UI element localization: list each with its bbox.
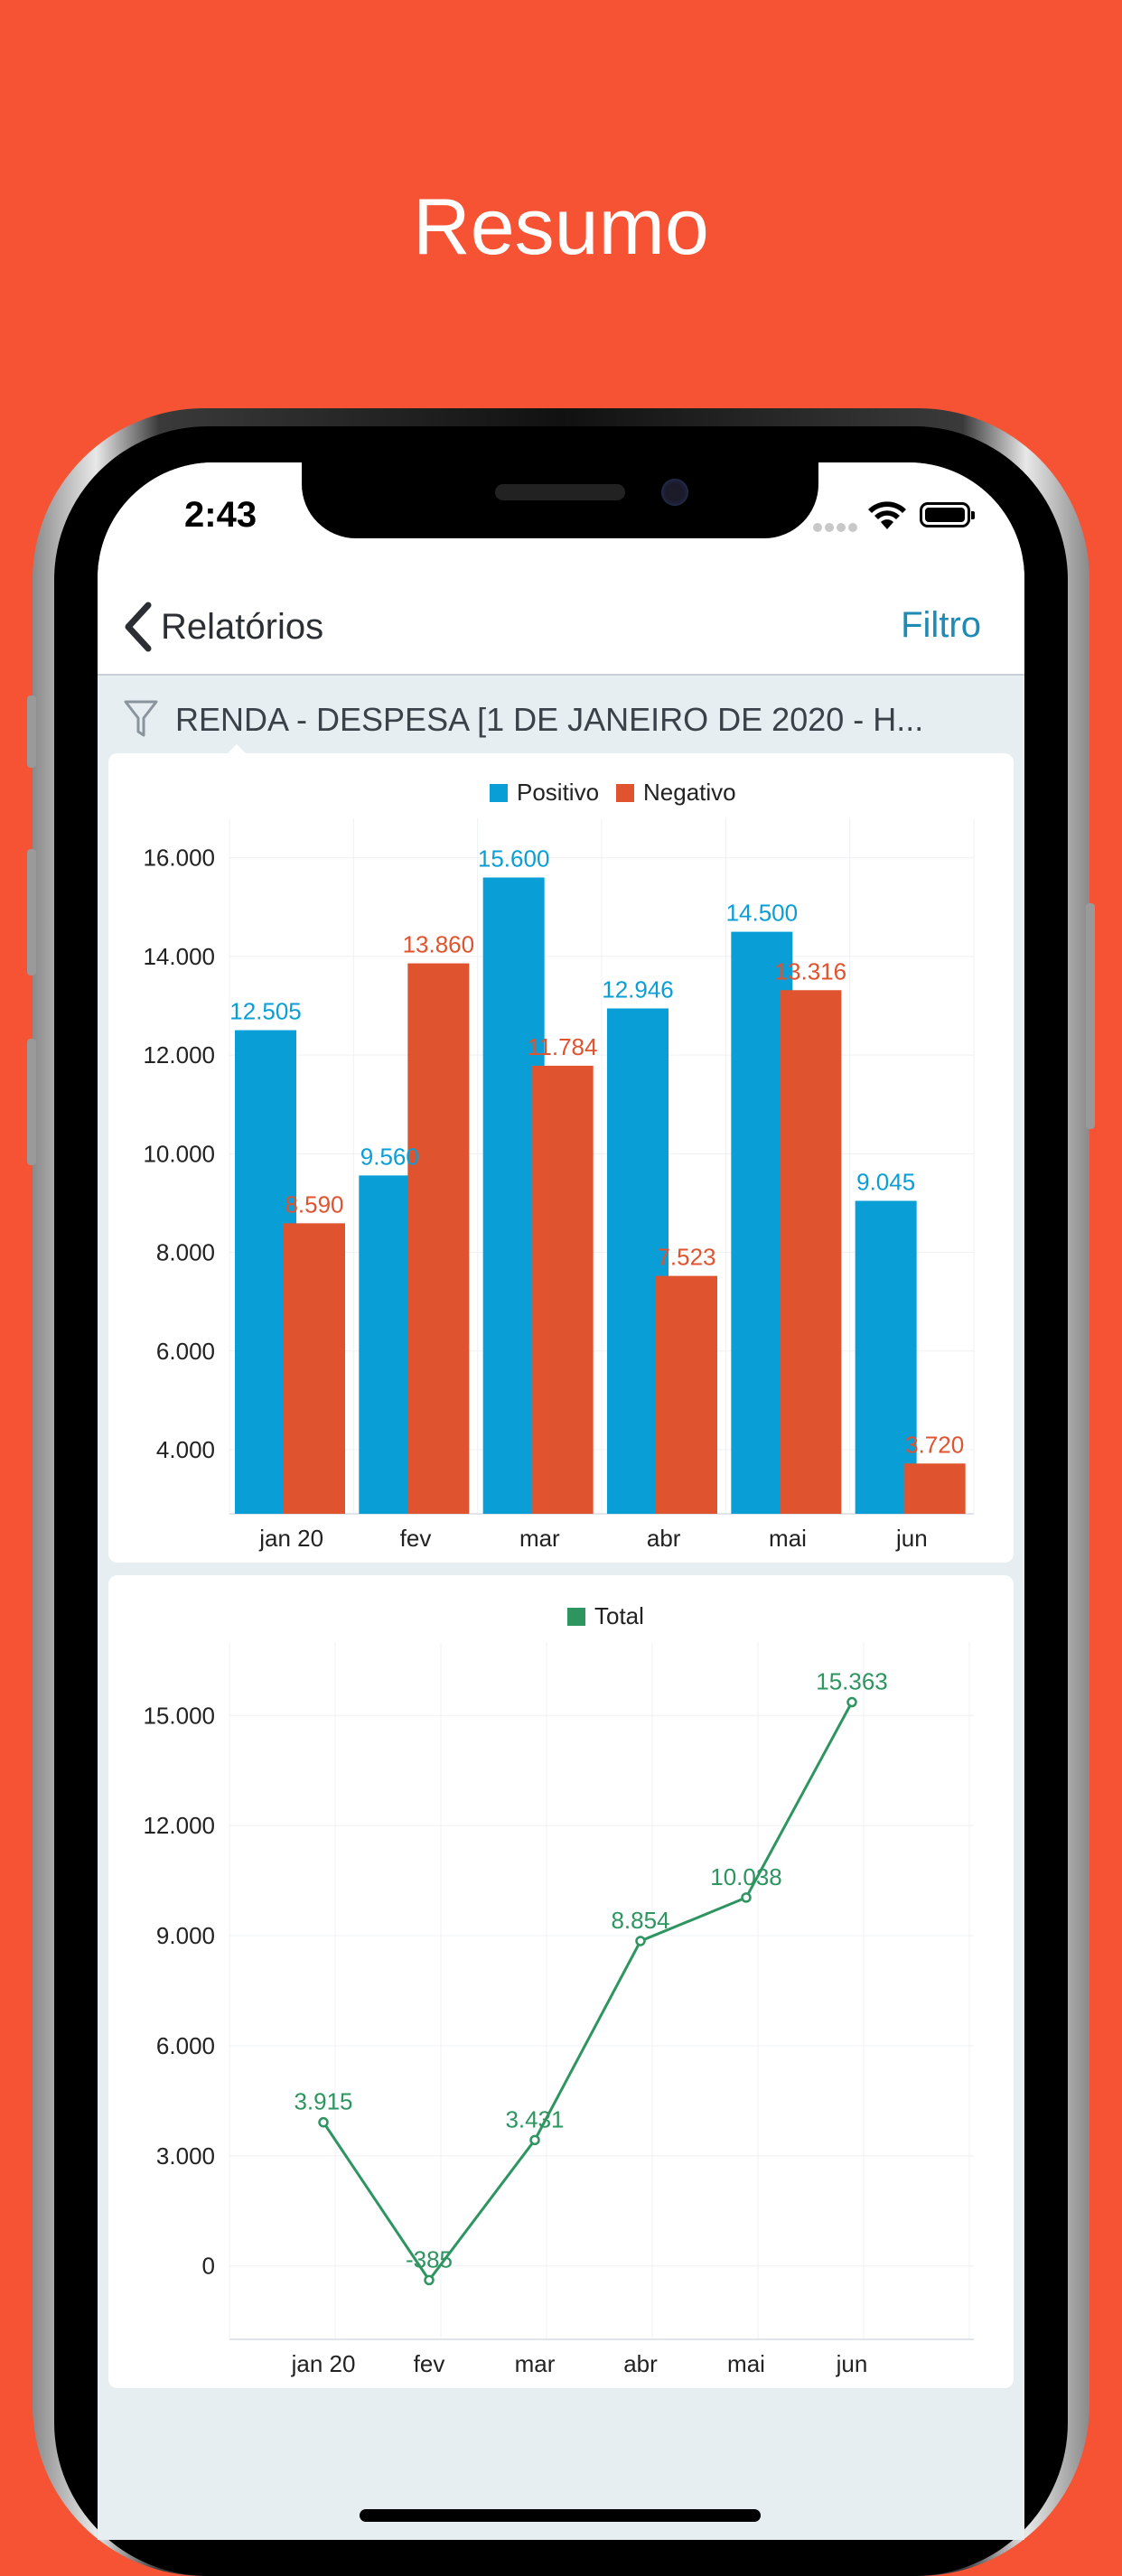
line-point-2[interactable] (529, 2134, 540, 2146)
x-tick-label: mar (515, 2350, 556, 2377)
data-label-total: 15.363 (816, 1668, 888, 1695)
bar-chart-legend: Positivo Negativo (490, 779, 736, 806)
data-label-total: 3.431 (505, 2105, 564, 2133)
x-tick-label: jun (895, 1525, 928, 1552)
data-label-negativo: 8.590 (285, 1190, 343, 1218)
phone-notch (302, 462, 818, 538)
data-label-negativo: 13.860 (403, 931, 475, 958)
chevron-left-icon (125, 602, 152, 652)
phone-side-button (27, 695, 36, 768)
camera-icon (661, 479, 688, 506)
status-time: 2:43 (184, 495, 257, 535)
line-point-5[interactable] (846, 1696, 857, 1708)
legend-label-total: Total (594, 1602, 644, 1629)
home-indicator (360, 2509, 761, 2522)
phone-volume-down (27, 1039, 36, 1165)
x-tick-label: jan 20 (291, 2350, 356, 2377)
data-label-total: 10.038 (710, 1863, 782, 1890)
phone-power-button (1086, 903, 1095, 1129)
y-tick-label: 3.000 (156, 2142, 215, 2170)
y-tick-label: 10.000 (143, 1140, 215, 1167)
data-label-positivo: 14.500 (726, 900, 799, 927)
data-label-total: -385 (406, 2245, 453, 2273)
phone-screen: 2:43 Relatórios Filtro RENDA - DESPESA [… (98, 462, 1024, 2540)
line-point-1[interactable] (424, 2274, 435, 2286)
x-tick-label: abr (623, 2350, 658, 2377)
bar-negativo-3[interactable] (656, 1275, 717, 1514)
data-label-negativo: 13.316 (775, 957, 847, 985)
filter-caret (220, 744, 253, 761)
data-label-total: 8.854 (611, 1907, 669, 1934)
bar-negativo-5[interactable] (903, 1463, 966, 1514)
filter-button[interactable]: Filtro (901, 605, 981, 645)
y-tick-label: 6.000 (156, 2032, 215, 2059)
x-tick-label: mai (769, 1525, 807, 1552)
data-label-negativo: 3.720 (905, 1431, 964, 1458)
y-tick-label: 6.000 (156, 1338, 215, 1365)
data-label-positivo: 12.946 (602, 975, 674, 1003)
data-label-positivo: 12.505 (229, 998, 302, 1025)
legend-swatch-negativo (616, 784, 634, 802)
x-tick-label: jun (836, 2350, 868, 2377)
wifi-icon (868, 501, 906, 529)
legend-label-negativo: Negativo (643, 779, 736, 806)
filter-summary[interactable]: RENDA - DESPESA [1 DE JANEIRO DE 2020 - … (98, 676, 1024, 762)
filter-text: RENDA - DESPESA [1 DE JANEIRO DE 2020 - … (175, 701, 924, 738)
battery-icon (920, 502, 975, 527)
line-point-3[interactable] (635, 1936, 646, 1946)
y-tick-label: 9.000 (156, 1922, 215, 1949)
data-label-positivo: 9.045 (856, 1169, 915, 1196)
legend-swatch-positivo (490, 784, 508, 802)
line-point-0[interactable] (318, 2116, 329, 2128)
y-tick-label: 16.000 (143, 845, 215, 872)
line-series-total (322, 1701, 854, 2282)
bar-chart-card: Positivo Negativo 4.000 6.000 8.000 10.000 1… (108, 753, 1014, 1563)
y-tick-label: 12.000 (143, 1812, 215, 1839)
navigation-bar: Relatórios Filtro (98, 580, 1024, 676)
bar-negativo-4[interactable] (780, 990, 842, 1514)
legend-swatch-total (567, 1608, 585, 1626)
data-label-negativo: 7.523 (657, 1244, 715, 1271)
line-point-4[interactable] (741, 1892, 752, 1903)
data-label-positivo: 9.560 (360, 1143, 419, 1170)
signal-icon (813, 520, 860, 537)
bar-negativo-1[interactable] (407, 963, 470, 1514)
x-tick-label: fev (400, 1525, 432, 1552)
line-chart-card: Total 0 3.000 6.000 9.000 12.000 15.000 3.915… (108, 1575, 1014, 2388)
line-chart: Total 0 3.000 6.000 9.000 12.000 15.000 3.915… (143, 1602, 974, 2377)
legend-label-positivo: Positivo (517, 779, 599, 806)
bar-negativo-0[interactable] (284, 1223, 345, 1514)
data-label-negativo: 11.784 (528, 1033, 598, 1060)
bar-positivo-5[interactable] (855, 1200, 917, 1515)
funnel-icon (124, 700, 158, 737)
x-tick-label: jan 20 (258, 1525, 323, 1552)
back-label: Relatórios (161, 606, 324, 647)
x-tick-label: mar (519, 1525, 560, 1552)
x-tick-label: fev (414, 2350, 445, 2377)
line-chart-legend: Total (567, 1602, 644, 1629)
back-button[interactable]: Relatórios (123, 598, 323, 656)
bar-chart: Positivo Negativo 4.000 6.000 8.000 10.000 1… (143, 779, 975, 1552)
y-tick-label: 14.000 (143, 943, 215, 970)
y-tick-label: 4.000 (156, 1436, 215, 1463)
x-tick-label: abr (647, 1525, 681, 1552)
status-bar: 2:43 (98, 462, 1024, 580)
y-tick-label: 15.000 (143, 1702, 215, 1729)
phone-volume-up (27, 849, 36, 975)
y-tick-label: 12.000 (143, 1041, 215, 1069)
data-label-positivo: 15.600 (478, 845, 550, 873)
promo-title: Resumo (413, 182, 709, 271)
y-tick-label: 8.000 (156, 1239, 215, 1266)
y-tick-label: 0 (202, 2253, 215, 2280)
x-tick-label: mai (727, 2350, 765, 2377)
bar-negativo-2[interactable] (531, 1065, 594, 1514)
data-label-total: 3.915 (294, 2088, 352, 2115)
